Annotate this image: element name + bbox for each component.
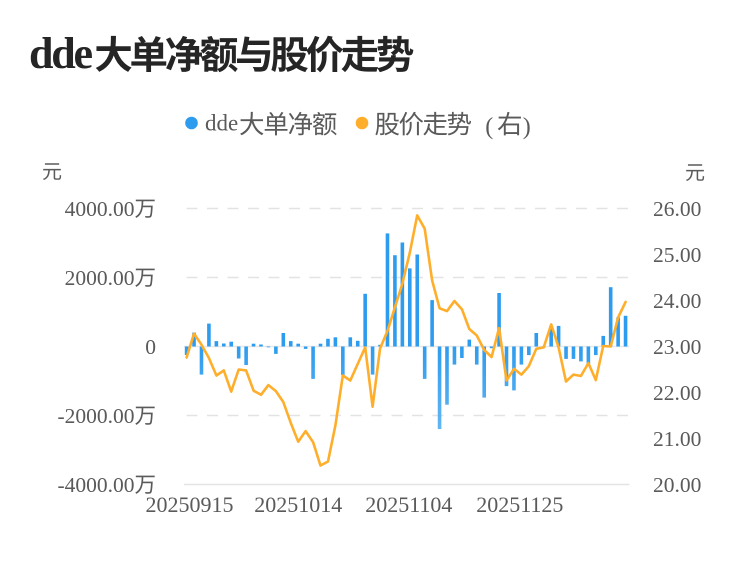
svg-text:-2000.00: -2000.00 xyxy=(57,404,134,428)
svg-text:20250915: 20250915 xyxy=(146,492,234,517)
svg-text:25.00: 25.00 xyxy=(653,243,701,267)
svg-text:(: ( xyxy=(485,114,493,140)
svg-text:): ) xyxy=(523,114,531,140)
svg-text:4000.00: 4000.00 xyxy=(65,197,135,221)
svg-text:23.00: 23.00 xyxy=(653,335,701,359)
svg-text:21.00: 21.00 xyxy=(653,427,701,451)
svg-text:-4000.00: -4000.00 xyxy=(57,473,134,497)
svg-text:20251014: 20251014 xyxy=(254,492,342,517)
svg-text:dde: dde xyxy=(29,29,93,78)
svg-text:20.00: 20.00 xyxy=(653,473,701,497)
svg-text:26.00: 26.00 xyxy=(653,197,701,221)
svg-text:22.00: 22.00 xyxy=(653,381,701,405)
svg-text:dde: dde xyxy=(205,111,238,136)
svg-text:20251125: 20251125 xyxy=(476,492,563,517)
svg-text:2000.00: 2000.00 xyxy=(65,266,135,290)
svg-text:24.00: 24.00 xyxy=(653,289,701,313)
svg-text:20251104: 20251104 xyxy=(365,492,452,517)
svg-text:0: 0 xyxy=(145,335,156,359)
